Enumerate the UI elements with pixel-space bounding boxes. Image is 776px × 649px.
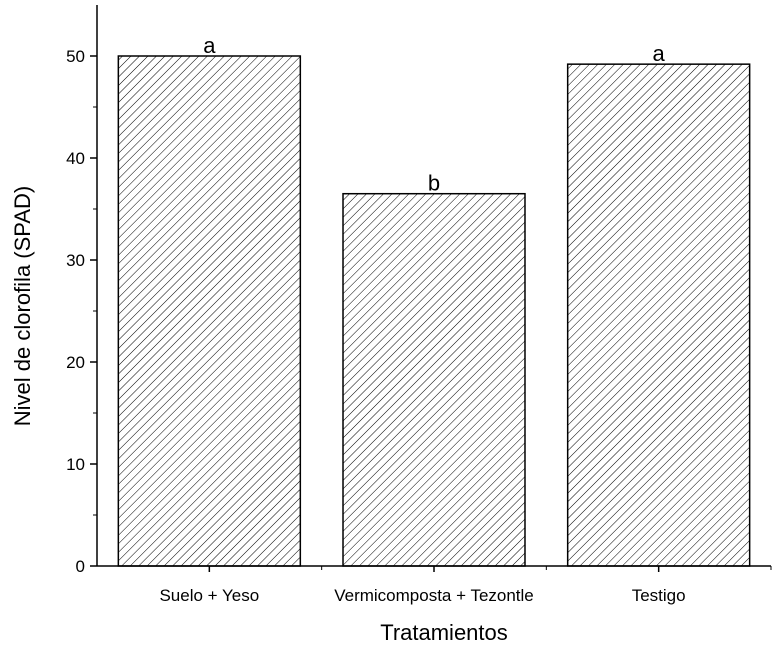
y-tick-label-5: 50 — [66, 47, 85, 66]
category-labels: Suelo + Yeso Vermicomposta + Tezontle Test… — [159, 586, 685, 605]
bar-annotation-2: a — [653, 41, 666, 66]
y-tick-label-1: 10 — [66, 455, 85, 474]
bar-0 — [117, 55, 302, 567]
bar-annotation-1: b — [428, 171, 440, 196]
x-tick-label-0: Suelo + Yeso — [159, 586, 259, 605]
y-tick-label-0: 0 — [76, 557, 85, 576]
y-tick-label-3: 30 — [66, 251, 85, 270]
y-axis-title: Nivel de clorofila (SPAD) — [10, 186, 35, 426]
bar-2 — [566, 63, 751, 567]
x-tick-label-2: Testigo — [632, 586, 686, 605]
bars-layer: a b a — [117, 33, 751, 567]
ticks-layer: 0 10 20 30 40 50 — [66, 47, 772, 576]
x-tick-label-1: Vermicomposta + Tezontle — [334, 586, 534, 605]
x-axis-title: Tratamientos — [380, 620, 508, 645]
y-tick-label-2: 20 — [66, 353, 85, 372]
bar-1 — [342, 192, 526, 567]
y-tick-label-4: 40 — [66, 149, 85, 168]
bar-annotation-0: a — [203, 33, 216, 58]
